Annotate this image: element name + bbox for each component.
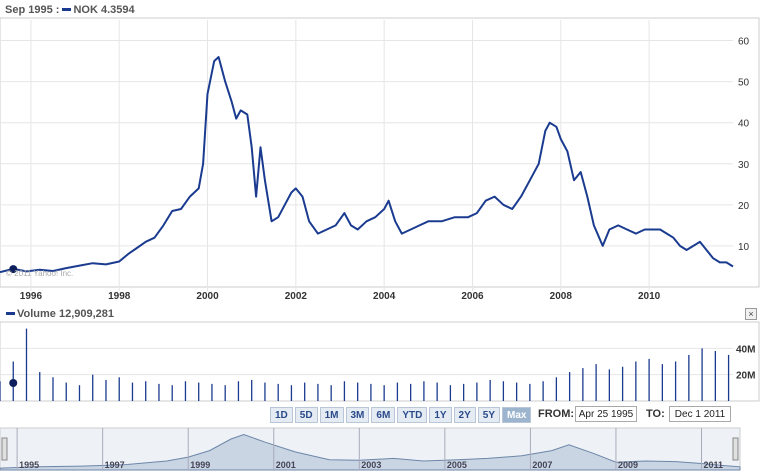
price-x-tick-label: 2006 (461, 291, 484, 302)
range-selector: 1D 5D 1M 3M 6M YTD 1Y 2Y 5Y Max (270, 407, 533, 423)
price-x-tick-label: 1998 (108, 291, 131, 302)
price-series-line[interactable] (0, 56, 734, 274)
volume-marker-dot[interactable] (9, 379, 18, 387)
volume-plot-frame (0, 321, 760, 402)
navigator-x-tick-label: 1997 (105, 460, 125, 470)
navigator-x-tick-label: 2007 (532, 460, 552, 470)
volume-y-tick-label: 40M (736, 344, 755, 355)
navigator-area (0, 433, 741, 471)
range-button-max[interactable]: Max (502, 407, 532, 423)
navigator-x-tick-label: 2005 (447, 460, 467, 470)
price-y-tick-label: 60 (738, 37, 750, 48)
volume-swatch-icon (6, 311, 15, 315)
price-y-tick-label: 20 (738, 201, 750, 212)
price-x-tick-label: 1996 (20, 291, 43, 302)
navigator-chart[interactable]: 1995 1997 1999 2001 2003 2005 2007 2009 2011 (0, 427, 741, 471)
range-button-1d[interactable]: 1D (270, 407, 293, 423)
navigator-x-tick-label: 1995 (19, 460, 39, 470)
volume-header-label: Volume (17, 308, 56, 320)
price-header-value: 4.3594 (100, 4, 135, 16)
navigator-x-tick-label: 2001 (276, 460, 296, 470)
range-button-5y[interactable]: 5Y (477, 407, 501, 423)
price-x-tick-label: 2002 (285, 291, 308, 302)
series-swatch-icon (62, 7, 72, 11)
from-date-input[interactable]: Apr 25 1995 (575, 406, 637, 422)
volume-header-value: 12,909,281 (58, 308, 115, 320)
price-y-tick-label: 10 (738, 242, 750, 253)
range-button-1y[interactable]: 1Y (429, 407, 452, 423)
navigator-x-tick-label: 2003 (361, 460, 381, 470)
price-y-tick-label: 50 (738, 78, 750, 89)
price-chart[interactable]: 10 20 30 40 50 60 1996 1998 2000 2002 2004 2006 2008… (0, 17, 760, 302)
price-plot-frame (0, 17, 760, 288)
navigator-left-handle[interactable] (1, 437, 8, 461)
price-x-tick-label: 2004 (373, 291, 396, 302)
price-header: Sep 1995 : NOK 4.3594 (5, 4, 135, 16)
from-label: FROM: (538, 408, 575, 420)
price-x-tick-label: 2008 (550, 291, 573, 302)
price-header-ticker: NOK (73, 4, 98, 16)
navigator-x-tick-label: 2011 (704, 460, 724, 470)
price-x-tick-label: 2000 (196, 291, 219, 302)
range-button-2y[interactable]: 2Y (453, 407, 476, 423)
range-button-5d[interactable]: 5D (294, 407, 318, 423)
price-x-tick-label: 2010 (638, 291, 661, 302)
to-label: TO: (646, 408, 665, 420)
navigator-right-handle[interactable] (732, 437, 739, 461)
volume-chart[interactable]: 20M 40M (0, 321, 760, 402)
hover-marker-dot[interactable] (9, 265, 18, 274)
navigator-x-tick-label: 1999 (190, 460, 210, 470)
to-date-input[interactable]: Dec 1 2011 (669, 406, 731, 422)
price-header-separator: : (55, 4, 60, 16)
range-button-3m[interactable]: 3M (345, 407, 370, 423)
range-button-1m[interactable]: 1M (319, 407, 344, 423)
range-button-6m[interactable]: 6M (371, 407, 396, 423)
close-volume-button[interactable]: × (745, 308, 757, 320)
price-y-tick-label: 30 (738, 160, 750, 171)
price-header-date: Sep 1995 (5, 4, 53, 16)
price-y-tick-label: 40 (738, 119, 750, 130)
copyright-watermark: © 2011 Yahoo! Inc. (6, 269, 74, 278)
range-button-ytd[interactable]: YTD (397, 407, 428, 423)
volume-header: Volume 12,909,281 (3, 308, 114, 320)
navigator-x-tick-label: 2009 (618, 460, 638, 470)
volume-y-tick-label: 20M (736, 371, 755, 382)
